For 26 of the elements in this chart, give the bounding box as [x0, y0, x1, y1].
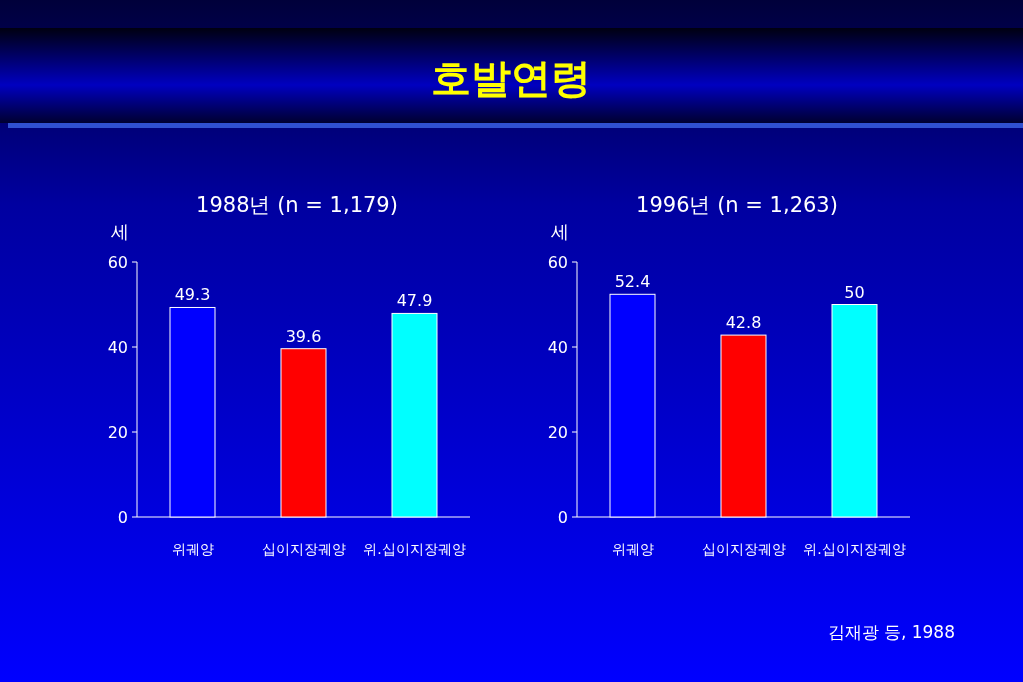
- data-label: 39.6: [285, 326, 322, 346]
- chart-title: 1996년 (n = 1,263): [636, 193, 838, 217]
- text: 김재광 등, 1988: [827, 622, 955, 642]
- y-axis-title: 세: [111, 221, 129, 242]
- x-tick-label: 위.십이지장궤양: [363, 541, 466, 557]
- y-tick-label: 60: [107, 253, 128, 272]
- data-label: 42.8: [725, 313, 762, 333]
- y-tick-label: 20: [107, 423, 128, 442]
- y-tick-label: 40: [107, 338, 128, 357]
- y-tick-label: 0: [557, 508, 568, 527]
- x-tick-label: 위궤양: [171, 541, 214, 557]
- x-tick-label: 위궤양: [611, 541, 654, 557]
- y-tick-label: 60: [547, 253, 568, 272]
- y-tick-label: 40: [547, 338, 568, 357]
- data-label: 47.9: [396, 291, 433, 311]
- text: 호발연령: [431, 55, 591, 101]
- data-label: 52.4: [614, 272, 651, 292]
- chart-title: 1988년 (n = 1,179): [196, 193, 398, 217]
- x-tick-label: 십이지장궤양: [701, 541, 786, 557]
- x-tick-label: 십이지장궤양: [261, 541, 346, 557]
- y-axis-title: 세: [551, 221, 569, 242]
- y-tick-label: 20: [547, 423, 568, 442]
- data-label: 50: [844, 282, 865, 302]
- x-tick-label: 위.십이지장궤양: [803, 541, 906, 557]
- data-label: 49.3: [174, 285, 211, 305]
- y-tick-label: 0: [117, 508, 128, 527]
